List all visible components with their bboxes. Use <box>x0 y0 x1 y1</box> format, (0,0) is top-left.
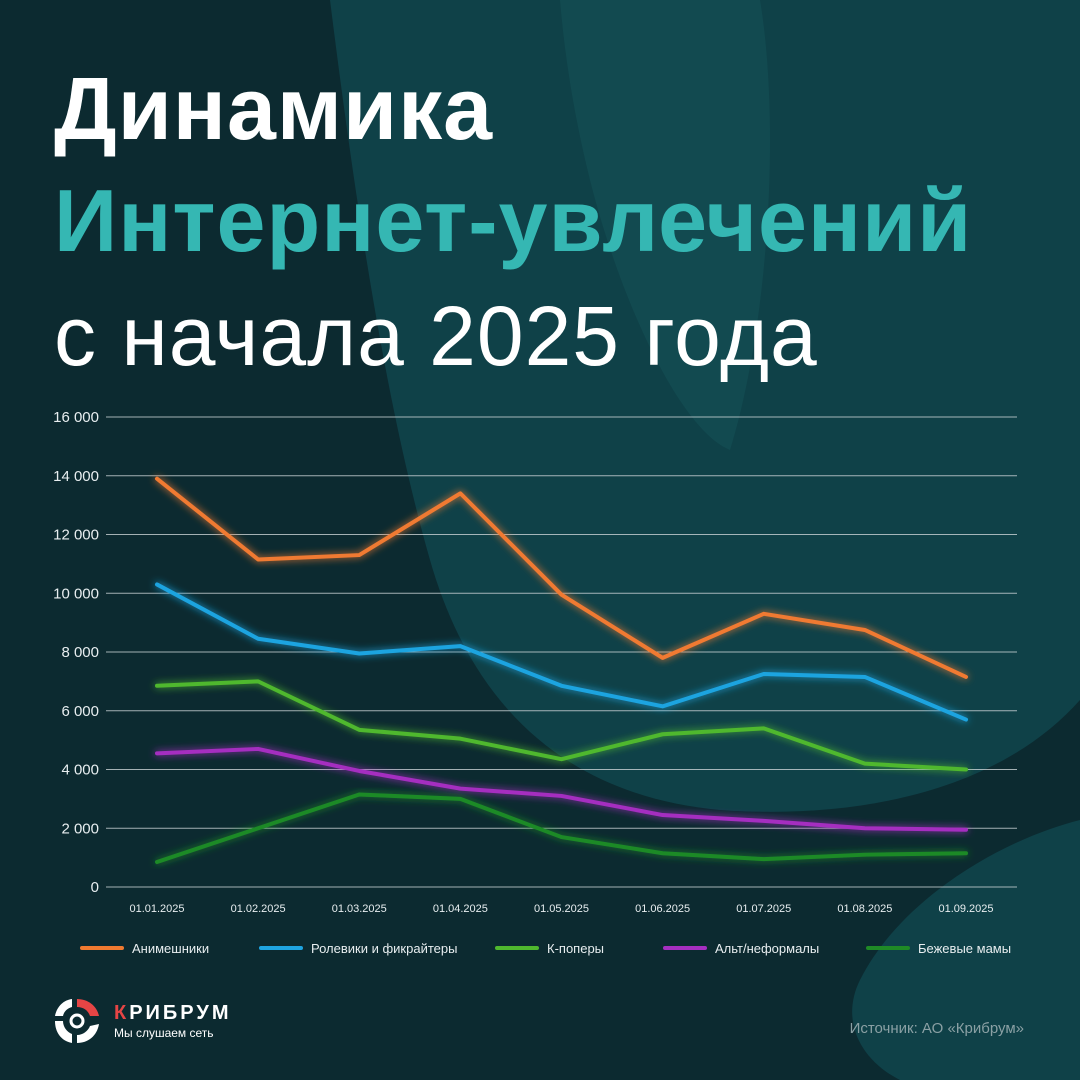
y-tick-label: 0 <box>91 879 99 896</box>
y-tick-label: 16 000 <box>53 409 99 426</box>
x-axis-ticks: 01.01.2025 01.02.2025 01.03.2025 01.04.2025… <box>129 903 993 915</box>
series-line-5 <box>155 792 968 865</box>
legend-label: Ролевики и фикрайтеры <box>311 941 457 956</box>
title-line-3: с начала 2025 года <box>54 289 818 383</box>
series-line-2 <box>155 582 968 722</box>
brand-name: КРИБРУМ <box>114 1001 232 1025</box>
series-line-4 <box>155 746 968 832</box>
legend-label: Альт/неформалы <box>715 941 819 956</box>
kribrum-logo: КРИБРУМ Мы слушаем сеть <box>52 996 232 1046</box>
y-axis-ticks: 0 2 000 4 000 6 000 8 000 10 000 12 000 14 000 1… <box>53 409 99 896</box>
legend-label: Бежевые мамы <box>918 941 1011 956</box>
x-tick-label: 01.06.2025 <box>635 903 690 915</box>
brand-first-letter: К <box>114 1002 130 1024</box>
grid-lines <box>106 416 1017 888</box>
title-line-1: Динамика <box>54 59 494 158</box>
title-line-2: Интернет-увлечений <box>54 171 973 270</box>
legend-label: Анимешники <box>132 941 209 956</box>
legend-label: К-поперы <box>547 941 604 956</box>
y-tick-label: 8 000 <box>61 644 99 661</box>
x-tick-label: 01.04.2025 <box>433 903 488 915</box>
brand-rest: РИБРУМ <box>129 1002 232 1024</box>
y-tick-label: 2 000 <box>61 820 99 837</box>
x-tick-label: 01.02.2025 <box>231 903 286 915</box>
source-note: Источник: АО «Крибрум» <box>849 1020 1024 1037</box>
brand-tagline: Мы слушаем сеть <box>114 1026 214 1040</box>
x-tick-label: 01.03.2025 <box>332 903 387 915</box>
series-line-1 <box>155 476 968 679</box>
x-tick-label: 01.09.2025 <box>938 903 993 915</box>
y-tick-label: 6 000 <box>61 703 99 720</box>
x-tick-label: 01.01.2025 <box>129 903 184 915</box>
series-lines <box>155 476 968 865</box>
y-tick-label: 4 000 <box>61 762 99 779</box>
x-tick-label: 01.07.2025 <box>736 903 791 915</box>
series-line-3 <box>155 679 968 772</box>
y-tick-label: 10 000 <box>53 585 99 602</box>
y-tick-label: 14 000 <box>53 468 99 485</box>
legend: Анимешники Ролевики и фикрайтеры К-поперы А… <box>80 941 1011 956</box>
logo-mark-icon <box>55 999 99 1043</box>
x-tick-label: 01.08.2025 <box>837 903 892 915</box>
y-tick-label: 12 000 <box>53 527 99 544</box>
x-tick-label: 01.05.2025 <box>534 903 589 915</box>
